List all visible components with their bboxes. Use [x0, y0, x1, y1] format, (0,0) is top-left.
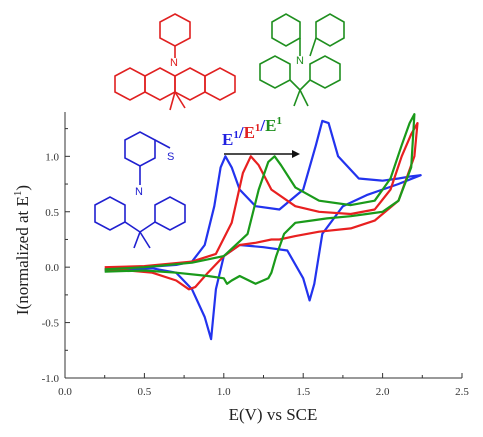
- y-tick-label: 0.5: [45, 207, 59, 219]
- svg-text:E1/E1/E1: E1/E1/E1: [222, 115, 282, 149]
- x-tick-label: 0.5: [138, 386, 152, 398]
- y-tick-label: -1.0: [42, 373, 60, 385]
- y-axis-title: I(normalized at E1): [12, 185, 32, 315]
- annotation-label: E1/E1/E1: [222, 115, 300, 158]
- series-line-2: [104, 113, 416, 285]
- x-tick-label: 1.5: [296, 386, 310, 398]
- series-line-1: [104, 121, 419, 291]
- svg-text:N: N: [170, 57, 178, 69]
- x-axis-title: E(V) vs SCE: [229, 405, 318, 424]
- x-tick-label: 2.0: [376, 386, 390, 398]
- structure-red-n-phenyl-acridane: N: [114, 13, 236, 111]
- series-layer: [104, 113, 422, 341]
- structure-blue-phenothiazine-acridane: S N: [94, 131, 186, 249]
- series-line-0: [104, 119, 422, 341]
- y-tick-label: 0.0: [45, 262, 59, 274]
- axes: 0.0 0.5 1.0 1.5 2.0 2.5 -1.0 -0.5 0.0 0.5 1.0: [42, 112, 469, 398]
- annotation-arrowhead: [292, 150, 300, 158]
- svg-text:S: S: [167, 151, 174, 163]
- x-tick-label: 1.0: [217, 386, 231, 398]
- structure-green-carbazole-acridane: N: [259, 13, 345, 107]
- y-tick-label: -0.5: [42, 318, 60, 330]
- svg-text:N: N: [135, 186, 143, 198]
- x-tick-label: 0.0: [58, 386, 72, 398]
- x-tick-label: 2.5: [455, 386, 469, 398]
- y-tick-label: 1.0: [45, 151, 59, 163]
- svg-text:N: N: [296, 55, 304, 67]
